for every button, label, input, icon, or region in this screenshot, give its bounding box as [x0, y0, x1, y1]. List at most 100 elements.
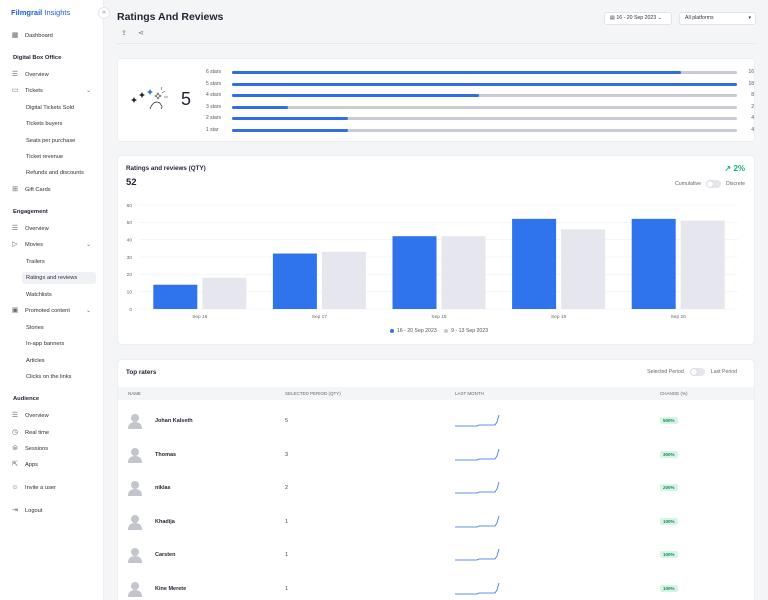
sidebar-item-articles[interactable]: Articles — [26, 358, 45, 364]
sidebar-item-trailers[interactable]: Trailers — [26, 259, 45, 265]
section-audience: Audience — [13, 396, 40, 402]
sidebar-item-in-app-banners[interactable]: In-app banners — [26, 341, 65, 347]
calendar-icon: ▤ — [610, 15, 615, 21]
rating-row: 2 stars 4 — [206, 114, 754, 122]
y-tick-label: 50 — [127, 220, 133, 226]
bar-current-period[interactable] — [631, 218, 676, 309]
sidebar-item-movies[interactable]: ▷ Movies ⌄ — [11, 239, 95, 251]
rating-row: 5 stars 18 — [206, 80, 754, 88]
sparkline — [455, 582, 500, 595]
table-row[interactable]: Johan Kalseth 5 500% — [118, 405, 754, 439]
sessions-icon: ⊜ — [12, 445, 18, 452]
cumulative-discrete-toggle[interactable]: Cumulative Discrete — [675, 180, 745, 188]
bar-previous-period[interactable] — [441, 236, 486, 309]
bar-previous-period[interactable] — [561, 229, 606, 309]
rating-label: 2 stars — [206, 115, 222, 121]
sidebar-item-tickets[interactable]: ▭ Tickets ⌄ — [11, 85, 95, 97]
rater-name: niklas — [155, 485, 171, 492]
apps-icon: ⇱ — [12, 461, 18, 468]
bar-current-period[interactable] — [392, 236, 437, 309]
rating-count: 16 — [748, 69, 754, 75]
rater-qty: 2 — [285, 485, 289, 492]
list-icon: ☰ — [11, 225, 19, 232]
top-raters-card: Top raters Selected Period Last Period N… — [117, 359, 755, 600]
section-digital-box-office: Digital Box Office — [13, 55, 62, 61]
header-divider — [117, 43, 755, 44]
sidebar-item-real-time[interactable]: ◷ Real time — [11, 429, 50, 436]
sidebar-item-ticket-revenue[interactable]: Ticket revenue — [26, 154, 64, 160]
sidebar-item-stories[interactable]: Stories — [26, 325, 44, 331]
table-row[interactable]: niklas 2 200% — [118, 472, 754, 506]
table-row[interactable]: Thomas 3 300% — [118, 439, 754, 473]
rating-bar-fill — [232, 106, 288, 109]
column-header-change[interactable]: Change (%) — [660, 391, 688, 396]
sidebar-item-apps[interactable]: ⇱ Apps — [12, 461, 38, 468]
sidebar-item-gift-cards[interactable]: ⊞ Gift Cards — [12, 186, 51, 193]
sparkline — [455, 448, 500, 460]
x-tick-label: Sep 19 — [551, 314, 567, 320]
sidebar-item-engagement-overview[interactable]: ☰ Overview — [11, 225, 49, 232]
rating-bar-fill — [232, 83, 737, 86]
bar-previous-period[interactable] — [202, 277, 247, 309]
change-badge: 300% — [660, 450, 678, 458]
date-range-picker[interactable]: ▤ 16 - 20 Sep 2023 ⌄ — [604, 12, 672, 25]
bar-previous-period[interactable] — [680, 220, 725, 309]
sidebar-item-promoted-content[interactable]: ▣ Promoted content ⌄ — [11, 305, 95, 317]
period-toggle[interactable]: Selected Period Last Period — [647, 368, 737, 376]
sidebar-item-dashboard[interactable]: ▦ Dashboard — [11, 32, 53, 39]
rating-row: 4 stars 8 — [206, 91, 754, 99]
x-tick-label: Sep 16 — [192, 314, 208, 320]
rating-label: 6 stars — [206, 69, 222, 75]
sidebar-item-seats-per-purchase[interactable]: Seats per purchase — [26, 138, 76, 144]
sidebar-item-overview[interactable]: ☰ Overview — [11, 71, 49, 78]
sidebar-item-refunds[interactable]: Refunds and discounts — [26, 170, 84, 176]
stars-illustration-icon — [131, 87, 168, 110]
x-tick-label: Sep 17 — [312, 314, 328, 320]
export-icon[interactable]: ⇪ — [121, 30, 127, 37]
rating-label: 3 stars — [206, 104, 222, 110]
sidebar-item-invite-user[interactable]: ☺ Invite a user — [11, 484, 56, 491]
platform-select[interactable]: All platforms ▾ — [679, 12, 756, 25]
toggle-switch[interactable] — [705, 180, 721, 188]
bar-current-period[interactable] — [153, 284, 198, 309]
table-title: Top raters — [126, 369, 157, 376]
sidebar-item-ratings-and-reviews[interactable]: Ratings and reviews — [22, 272, 96, 284]
promo-icon: ▣ — [11, 307, 19, 314]
sidebar-item-audience-overview[interactable]: ☰ Overview — [11, 412, 49, 419]
table-header: Name Selected period (QTY) Last month Ch… — [118, 387, 754, 400]
share-icon[interactable]: ⋖ — [138, 30, 144, 37]
rater-qty: 1 — [285, 518, 289, 525]
table-row[interactable]: Carsten 1 100% — [118, 539, 754, 573]
rating-bar-fill — [232, 129, 349, 132]
bar-current-period[interactable] — [272, 253, 317, 309]
sidebar-item-clicks-on-links[interactable]: Clicks on the links — [26, 374, 72, 380]
rater-name: Khadija — [155, 518, 175, 525]
sidebar-item-digital-tickets-sold[interactable]: Digital Tickets Sold — [26, 105, 75, 111]
column-header-last-month[interactable]: Last month — [455, 391, 484, 396]
sidebar-item-sessions[interactable]: ⊜ Sessions — [12, 445, 49, 452]
bar-current-period[interactable] — [512, 218, 557, 309]
chevron-down-icon: ⌄ — [85, 88, 91, 94]
sparkline — [455, 549, 500, 561]
rating-bar-track — [232, 94, 737, 97]
rater-name: Thomas — [155, 451, 177, 458]
collapse-sidebar-icon[interactable]: « — [98, 7, 110, 19]
avatar-icon — [128, 548, 142, 564]
table-row[interactable]: Khadija 1 100% — [118, 506, 754, 540]
sidebar-item-tickets-buyers[interactable]: Tickets buyers — [26, 121, 63, 127]
rating-count: 18 — [748, 81, 754, 87]
rater-name: Johan Kalseth — [155, 418, 193, 424]
column-header-name[interactable]: Name — [128, 391, 142, 396]
avatar-icon — [128, 481, 142, 497]
rating-bar-track — [232, 83, 737, 86]
sidebar-item-logout[interactable]: ⇥ Logout — [12, 507, 43, 514]
column-header-qty[interactable]: Selected period (QTY) — [285, 391, 341, 396]
rater-qty: 1 — [285, 552, 289, 559]
toggle-switch[interactable] — [689, 368, 705, 376]
brand-logo[interactable]: Filmgrail Insights — [11, 8, 71, 17]
bar-previous-period[interactable] — [321, 251, 366, 309]
gift-icon: ⊞ — [12, 186, 18, 193]
sidebar-item-watchlists[interactable]: Watchlists — [26, 292, 52, 298]
table-row[interactable]: Kine Merete 1 100% — [118, 573, 754, 600]
chart-legend: 16 - 20 Sep 2023 9 - 13 Sep 2023 — [118, 328, 754, 334]
